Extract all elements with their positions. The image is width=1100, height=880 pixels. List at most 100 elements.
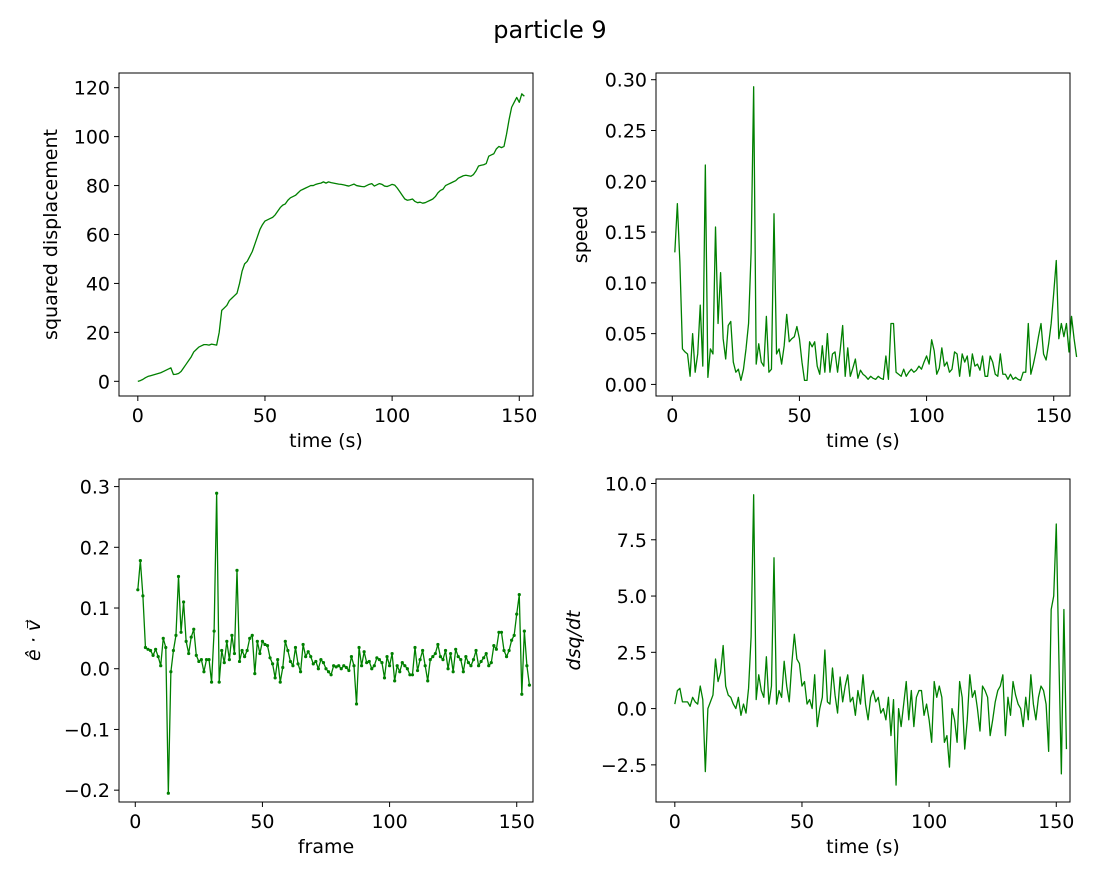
data-point bbox=[527, 683, 532, 687]
data-point bbox=[194, 653, 198, 657]
y-tick-label: 10.0 bbox=[605, 474, 647, 496]
data-point bbox=[265, 644, 270, 648]
data-point bbox=[220, 648, 224, 653]
data-point bbox=[276, 658, 280, 662]
x-ticks: 0 50 100 150 bbox=[129, 802, 535, 833]
data-point bbox=[510, 638, 514, 642]
data-point bbox=[217, 680, 221, 684]
y-tick-label: 0.3 bbox=[80, 477, 110, 499]
data-point bbox=[268, 656, 272, 660]
data-point bbox=[484, 651, 488, 656]
series bbox=[674, 494, 1068, 786]
y-axis-label: squared displacement bbox=[40, 129, 62, 340]
data-point bbox=[204, 658, 209, 662]
data-point bbox=[230, 633, 234, 637]
x-tick-label: 150 bbox=[1036, 405, 1072, 427]
data-point bbox=[253, 671, 257, 676]
x-tick-label: 50 bbox=[253, 405, 277, 427]
data-point bbox=[288, 659, 292, 664]
subplot-squared-displacement: 0 50 100 150 0 20 40 60 80 100 120 time (s) squar… bbox=[40, 72, 537, 452]
data-point bbox=[497, 630, 501, 634]
data-point bbox=[459, 658, 463, 662]
data-point bbox=[164, 645, 168, 650]
x-ticks: 0 50 100 150 bbox=[132, 396, 537, 427]
data-point bbox=[332, 664, 336, 668]
y-tick-label: 40 bbox=[86, 273, 110, 295]
data-point bbox=[151, 653, 155, 657]
data-point bbox=[304, 654, 308, 659]
data-point bbox=[385, 654, 389, 659]
data-point bbox=[421, 648, 425, 653]
data-point bbox=[174, 633, 178, 637]
data-point bbox=[192, 627, 196, 631]
y-tick-label: 20 bbox=[86, 322, 110, 344]
data-point bbox=[273, 676, 277, 680]
data-point bbox=[225, 639, 229, 644]
data-point bbox=[347, 668, 351, 673]
x-tick-label: 150 bbox=[1038, 811, 1074, 833]
data-point bbox=[222, 661, 226, 665]
data-point bbox=[250, 633, 254, 637]
y-axis-label: speed bbox=[570, 206, 592, 263]
data-point bbox=[197, 659, 201, 664]
y-tick-label: 0.05 bbox=[605, 324, 647, 346]
data-point bbox=[352, 664, 356, 668]
data-point bbox=[365, 661, 369, 665]
y-tick-label: −0.1 bbox=[64, 719, 110, 741]
data-point bbox=[466, 661, 471, 665]
data-point bbox=[354, 702, 359, 706]
data-point bbox=[344, 665, 348, 670]
data-point bbox=[476, 664, 481, 668]
data-point bbox=[187, 651, 191, 656]
x-ticks: 0 50 100 150 bbox=[669, 802, 1074, 833]
figure-title: particle 9 bbox=[493, 16, 606, 44]
data-point bbox=[138, 559, 142, 563]
data-point bbox=[423, 664, 427, 668]
data-point bbox=[413, 645, 417, 650]
data-point bbox=[296, 662, 300, 666]
data-point bbox=[319, 658, 323, 662]
data-point bbox=[314, 659, 318, 664]
data-point bbox=[154, 647, 158, 651]
data-point bbox=[494, 647, 498, 651]
x-tick-label: 0 bbox=[669, 811, 681, 833]
y-tick-label: 0.25 bbox=[605, 120, 647, 142]
data-point bbox=[522, 629, 526, 633]
data-point bbox=[189, 635, 193, 639]
data-point bbox=[237, 659, 242, 664]
data-point bbox=[146, 647, 150, 651]
data-point bbox=[148, 648, 153, 653]
data-point bbox=[390, 651, 394, 656]
data-point bbox=[258, 651, 262, 656]
y-tick-label: 0.10 bbox=[605, 273, 647, 295]
data-point bbox=[418, 658, 422, 662]
data-point bbox=[215, 491, 219, 495]
data-point bbox=[499, 630, 504, 634]
data-point bbox=[474, 648, 478, 653]
data-point bbox=[507, 648, 511, 653]
x-tick-label: 100 bbox=[374, 405, 410, 427]
data-point bbox=[492, 644, 496, 648]
data-point bbox=[184, 639, 188, 644]
x-tick-label: 100 bbox=[371, 811, 407, 833]
data-point bbox=[329, 673, 333, 677]
data-point bbox=[431, 654, 435, 659]
data-point bbox=[349, 654, 354, 659]
y-tick-label: 0.00 bbox=[605, 374, 647, 396]
data-point bbox=[403, 664, 407, 668]
x-tick-label: 0 bbox=[132, 405, 144, 427]
data-point bbox=[166, 791, 170, 795]
data-point bbox=[525, 664, 529, 668]
data-point bbox=[248, 636, 252, 640]
y-ticks: −0.2 −0.1 0.0 0.1 0.2 0.3 bbox=[64, 477, 119, 802]
data-point bbox=[362, 650, 366, 654]
data-point bbox=[301, 642, 305, 647]
y-tick-label: 60 bbox=[86, 225, 110, 247]
y-tick-label: 7.5 bbox=[617, 530, 647, 552]
x-tick-label: 0 bbox=[129, 811, 141, 833]
data-point bbox=[441, 658, 445, 662]
y-tick-label: 120 bbox=[74, 78, 110, 100]
subplot-e-dot-v: 0 50 100 150 −0.2 −0.1 0.0 0.1 0.2 0.3 frame ê ·… bbox=[23, 477, 535, 858]
data-point bbox=[255, 639, 259, 644]
data-point bbox=[415, 668, 420, 673]
